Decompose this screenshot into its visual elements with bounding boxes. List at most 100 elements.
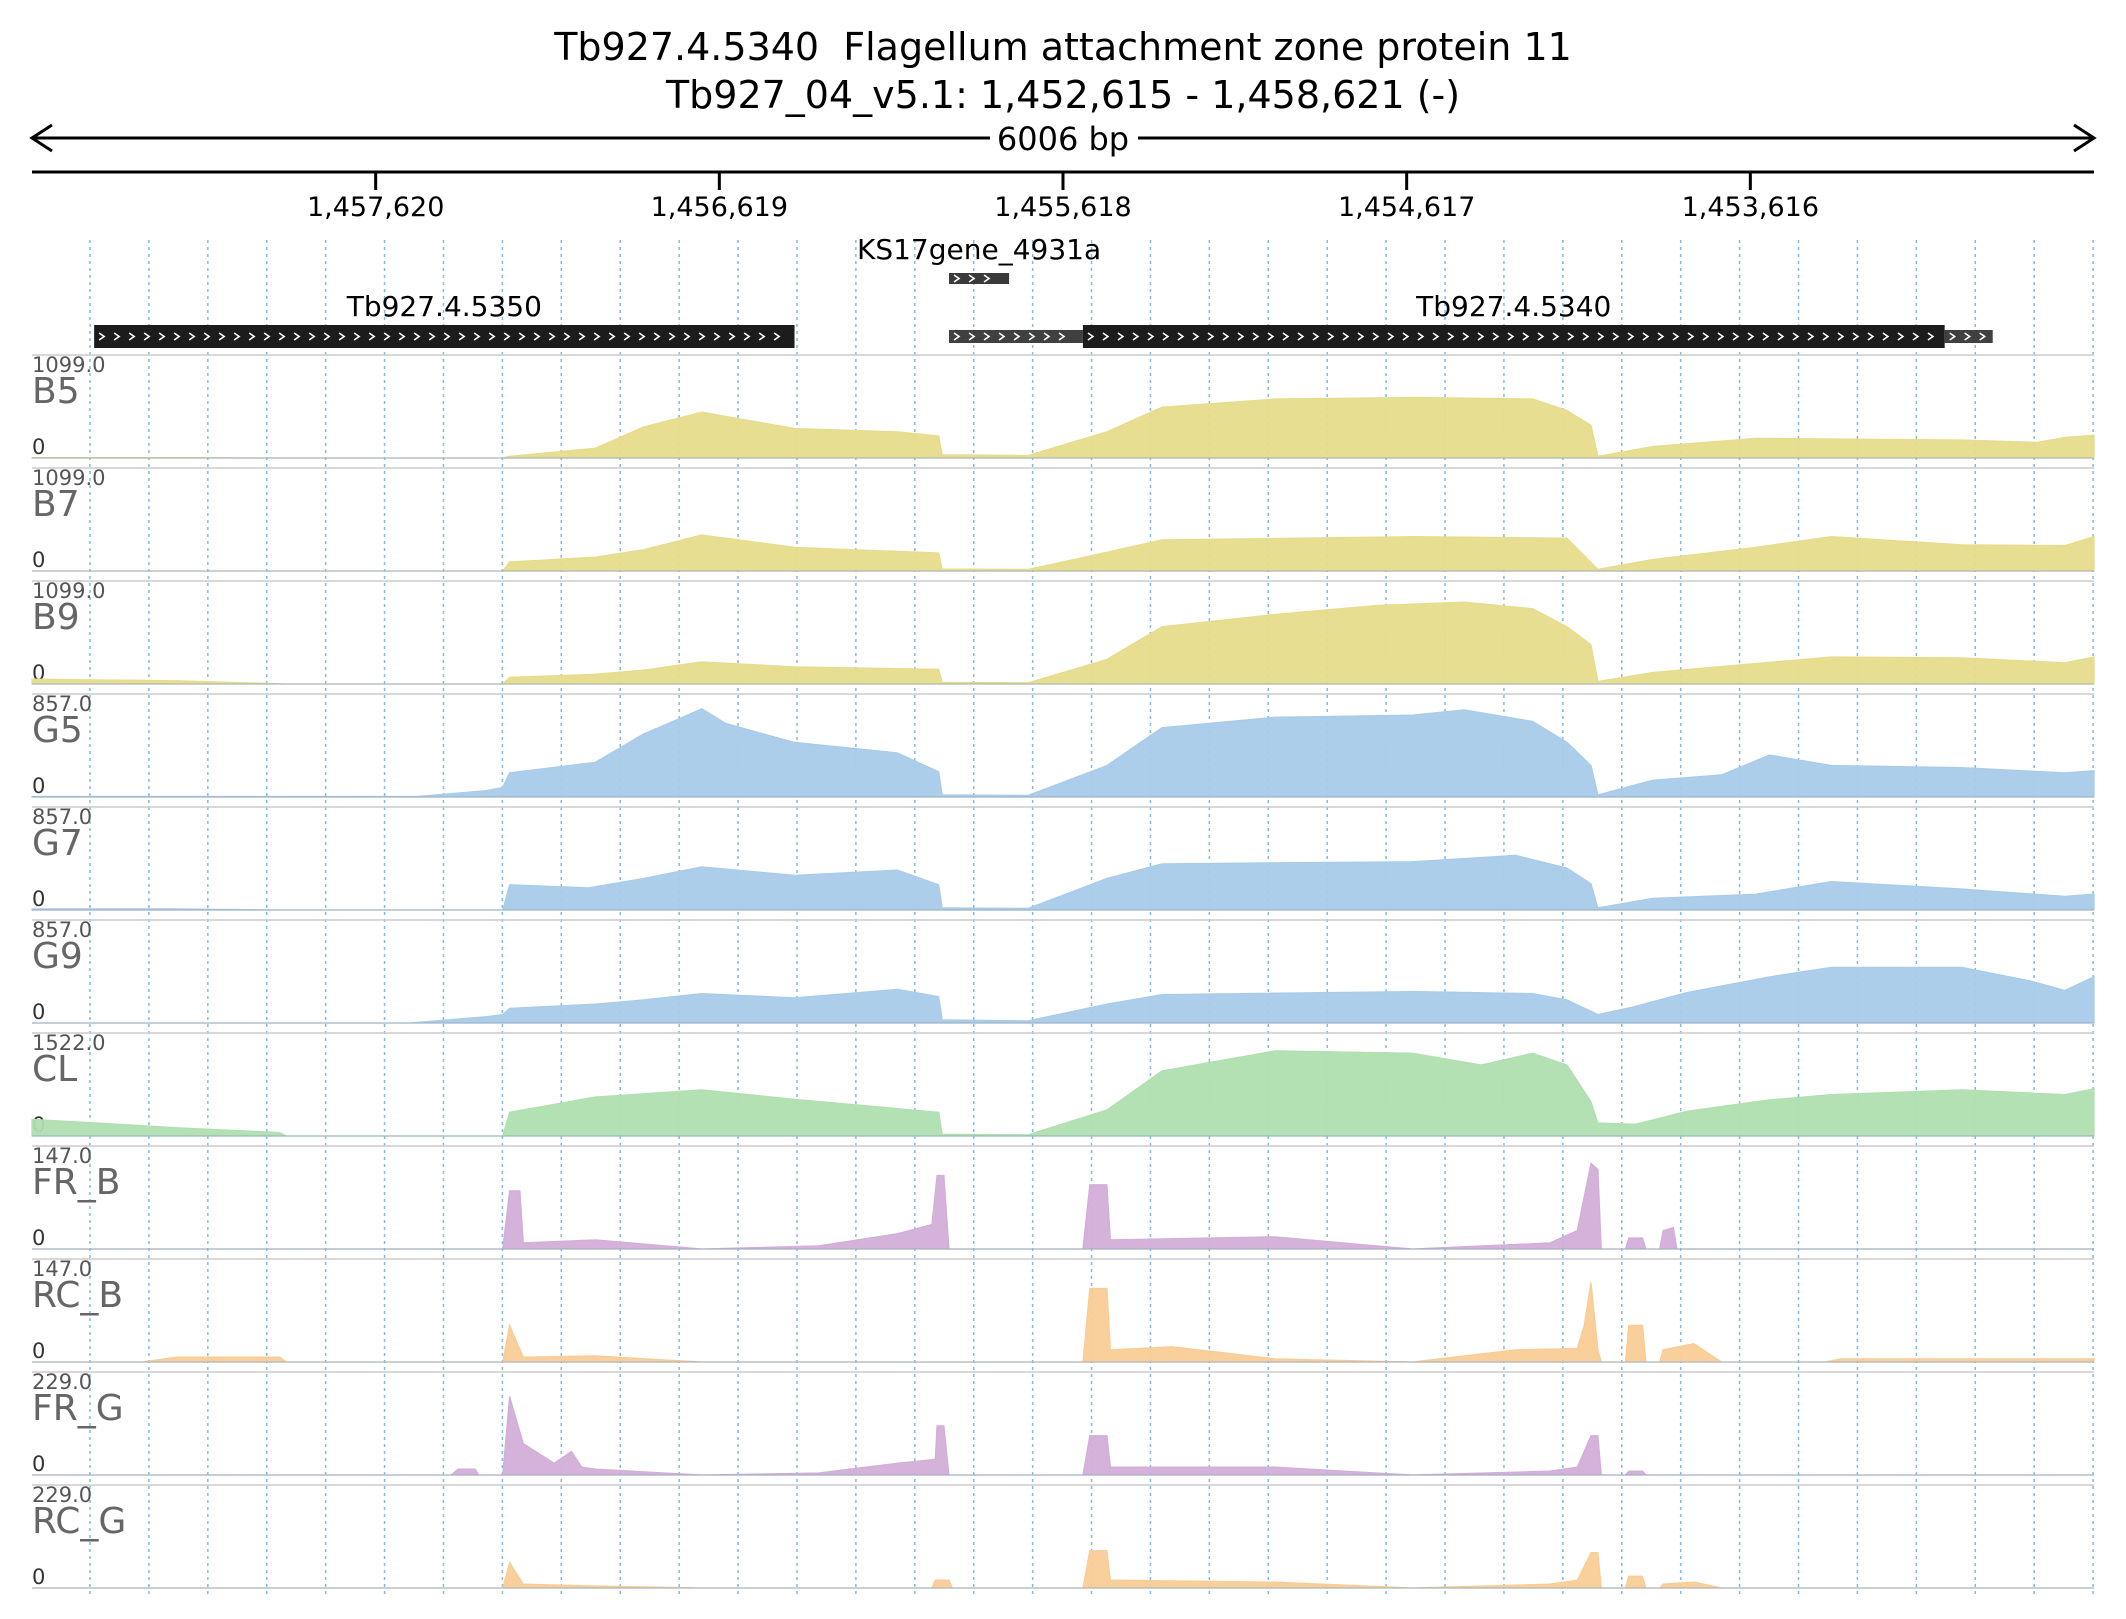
- gene-3-chevron-27: [1492, 332, 1500, 341]
- gene-0-chevron-11: [263, 332, 271, 341]
- gene-0-chevron-43: [743, 332, 751, 341]
- gridlines: [89, 240, 2094, 1598]
- gene-0-chevron-20: [398, 332, 406, 341]
- gene-1-chevron-0: [953, 274, 961, 283]
- track-max-label: 1099.0: [32, 466, 105, 490]
- gene-3-chevron-12: [1267, 332, 1275, 341]
- span-label: 6006 bp: [997, 120, 1129, 158]
- gene-3-chevron-28: [1507, 332, 1515, 341]
- gene-3-chevron-55: [1912, 332, 1920, 341]
- gene-3-chevron-8: [1207, 332, 1215, 341]
- track-name-label: RC_B: [32, 1275, 123, 1316]
- gene-0-chevron-29: [533, 332, 541, 341]
- gene-0-chevron-30: [548, 332, 556, 341]
- gene-3-chevron-13: [1282, 332, 1290, 341]
- chart-subtitle: Tb927_04_v5.1: 1,452,615 - 1,458,621 (-): [665, 73, 1460, 117]
- gene-3-chevron-21: [1402, 332, 1410, 341]
- gene-4-chevron-1: [1964, 332, 1972, 341]
- gene-0-chevron-37: [653, 332, 661, 341]
- gene-3-chevron-34: [1597, 332, 1605, 341]
- gene-1-chevron-1: [968, 274, 976, 283]
- gene-0-chevron-16: [338, 332, 346, 341]
- gene-1-chevron-2: [983, 274, 991, 283]
- gene-3-chevron-24: [1447, 332, 1455, 341]
- gene-3-chevron-38: [1657, 332, 1665, 341]
- gene-3-chevron-45: [1762, 332, 1770, 341]
- gene-3-chevron-11: [1252, 332, 1260, 341]
- gene-3-chevron-4: [1147, 332, 1155, 341]
- gene-0-chevron-38: [668, 332, 676, 341]
- track-G5: 857.0G5 0: [31, 692, 2095, 798]
- coverage-area-FR_G: [32, 1396, 2094, 1476]
- gene-0-chevron-1: [113, 332, 121, 341]
- gene-block-2: [949, 330, 1083, 343]
- gene-2-chevron-6: [1043, 332, 1051, 341]
- track-zero-label: 0: [32, 887, 45, 911]
- gene-0-chevron-25: [473, 332, 481, 341]
- gene-0-chevron-31: [563, 332, 571, 341]
- gene-label-3: Tb927.4.5340: [1415, 290, 1611, 323]
- gene-0-chevron-36: [638, 332, 646, 341]
- track-max-label: 1099.0: [32, 579, 105, 603]
- gene-3-chevron-54: [1897, 332, 1905, 341]
- track-max-label: 857.0: [32, 805, 92, 829]
- gene-3-chevron-37: [1642, 332, 1650, 341]
- gene-0-chevron-45: [773, 332, 781, 341]
- track-name-label: FR_G: [32, 1388, 124, 1429]
- gene-0-chevron-34: [608, 332, 616, 341]
- track-CL: 1522.0CL0: [31, 1031, 2095, 1137]
- gene-3-chevron-41: [1702, 332, 1710, 341]
- gene-3-chevron-43: [1732, 332, 1740, 341]
- track-max-label: 857.0: [32, 692, 92, 716]
- gene-0-chevron-27: [503, 332, 511, 341]
- gene-3-chevron-3: [1132, 332, 1140, 341]
- gene-3-chevron-19: [1372, 332, 1380, 341]
- coverage-area-B9: [31, 601, 2095, 685]
- track-B5: 1099.0B5 0: [31, 353, 2095, 459]
- gene-3-chevron-42: [1717, 332, 1725, 341]
- track-max-label: 229.0: [32, 1370, 92, 1394]
- gene-2-chevron-3: [998, 332, 1006, 341]
- gene-0-chevron-33: [593, 332, 601, 341]
- gene-3-chevron-23: [1432, 332, 1440, 341]
- coverage-area-G9: [32, 966, 2095, 1024]
- gene-0-chevron-39: [683, 332, 691, 341]
- track-zero-label: 0: [32, 1565, 45, 1589]
- track-name-label: G7: [32, 823, 83, 864]
- gene-0-chevron-2: [128, 332, 136, 341]
- gene-3-chevron-46: [1777, 332, 1785, 341]
- gene-3-chevron-25: [1462, 332, 1470, 341]
- gene-block-0: [94, 325, 795, 348]
- track-zero-label: 0: [32, 435, 45, 459]
- tick-label-1: 1,456,619: [651, 192, 788, 223]
- gene-0-chevron-19: [383, 332, 391, 341]
- track-name-label: B7: [32, 484, 80, 525]
- gene-3-chevron-9: [1222, 332, 1230, 341]
- gene-0-chevron-22: [428, 332, 436, 341]
- track-max-label: 1522.0: [32, 1031, 105, 1055]
- gene-3-chevron-32: [1567, 332, 1575, 341]
- gene-0-chevron-44: [758, 332, 766, 341]
- track-name-label: FR_B: [32, 1162, 120, 1203]
- gene-3-chevron-5: [1162, 332, 1170, 341]
- gene-3-chevron-49: [1822, 332, 1830, 341]
- span-arrow-left: [29, 123, 53, 153]
- gene-label-1: KS17gene_4931a: [857, 233, 1101, 266]
- gene-2-chevron-0: [953, 332, 961, 341]
- gene-2-chevron-4: [1013, 332, 1021, 341]
- gene-3-chevron-53: [1882, 332, 1890, 341]
- gene-0-chevron-35: [623, 332, 631, 341]
- coverage-area-RC_B: [32, 1282, 2095, 1363]
- gene-0-chevron-13: [293, 332, 301, 341]
- track-zero-label: 0: [32, 548, 45, 572]
- gene-0-chevron-17: [353, 332, 361, 341]
- gene-0-chevron-12: [278, 332, 286, 341]
- gene-3-chevron-0: [1087, 332, 1095, 341]
- gene-3-chevron-6: [1177, 332, 1185, 341]
- coverage-area-G7: [31, 854, 2095, 911]
- track-zero-label: 0: [32, 1452, 45, 1476]
- gene-3-chevron-35: [1612, 332, 1620, 341]
- coverage-area-G5: [31, 708, 2095, 798]
- gene-3-chevron-40: [1687, 332, 1695, 341]
